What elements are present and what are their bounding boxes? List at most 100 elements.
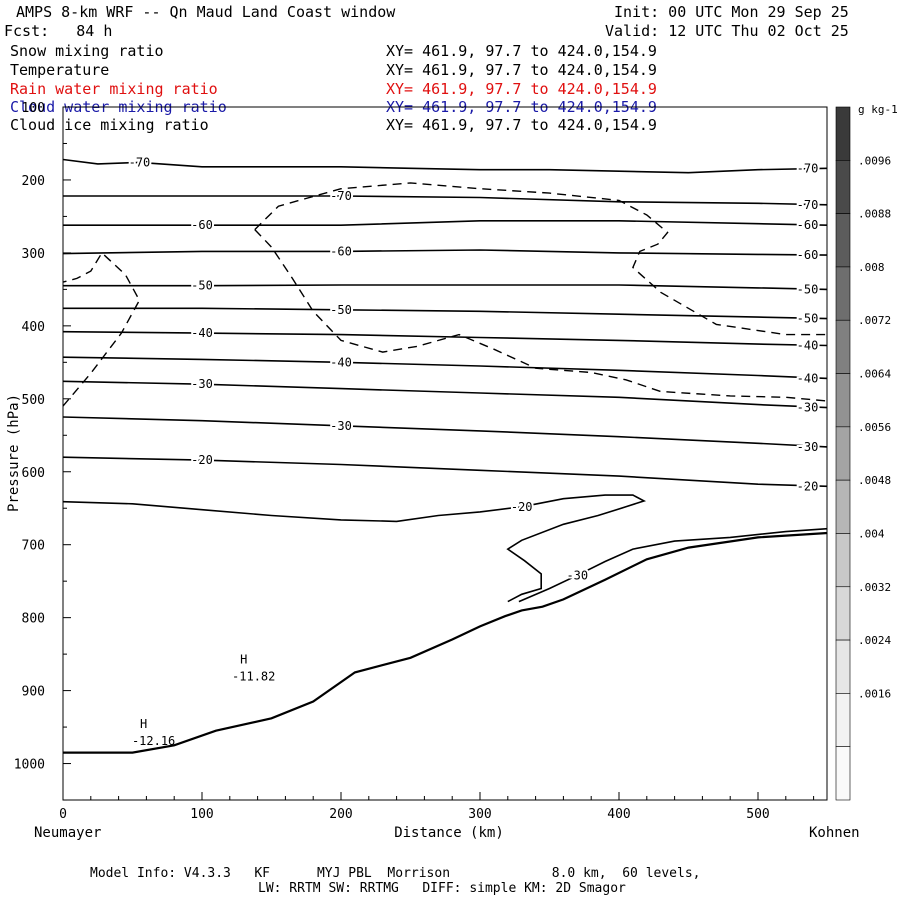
colorbar-swatch [835, 426, 851, 481]
field-name-rain: Rain water mixing ratio [10, 80, 218, 98]
contour-label: -60 [330, 244, 352, 258]
colorbar-swatch [835, 479, 851, 534]
contour-label: -70 [129, 155, 151, 169]
valid-time: Valid: 12 UTC Thu 02 Oct 25 [605, 22, 849, 40]
contour-label-right: -60 [797, 218, 819, 232]
colorbar-level-label: .0096 [858, 154, 891, 167]
y-tick-label: 400 [22, 320, 45, 335]
axes: 0 100 200 300 400 500 100 200 300 400 500 600 700 800… [14, 101, 828, 822]
contour-label-right: -30 [797, 440, 819, 454]
colorbar-swatch [835, 693, 851, 747]
x-axis-label: Distance (km) [394, 825, 504, 841]
x-tick-label: 200 [329, 807, 352, 822]
high-value: -12.16 [132, 734, 175, 748]
colorbar-swatch [835, 373, 851, 428]
field-xy-snow: XY= 461.9, 97.7 to 424.0,154.9 [386, 42, 657, 60]
left-station-label: Neumayer [34, 825, 101, 841]
colorbar-level-label: .004 [858, 527, 885, 540]
contour-label-right: -70 [797, 198, 819, 212]
colorbar-unit: g kg-1 [858, 103, 898, 116]
contour-label: -20 [191, 453, 213, 467]
contour-label: -70 [330, 189, 352, 203]
temperature-contour [62, 494, 647, 603]
field-xy-rain: XY= 461.9, 97.7 to 424.0,154.9 [386, 80, 657, 98]
colorbar-swatch [835, 213, 851, 268]
temperature-contour [62, 456, 828, 488]
snow-contour [254, 182, 828, 336]
init-time: Init: 00 UTC Mon 29 Sep 25 [614, 3, 849, 21]
field-name-snow: Snow mixing ratio [10, 42, 164, 60]
plot-area: -70 -70 -70 -70 -60 -60 -60 -60 -50 -50 -50 -50 -40 -… [62, 153, 828, 754]
contour-label-right: -30 [797, 401, 819, 415]
temperature-contour [62, 158, 828, 174]
colorbar-swatch [835, 639, 851, 694]
high-marker: H [240, 652, 247, 666]
colorbar-swatch [835, 319, 851, 374]
y-tick-label: 1000 [14, 758, 45, 773]
colorbar-swatch [835, 106, 851, 161]
field-name-temperature: Temperature [10, 61, 110, 79]
contour-label: -60 [191, 218, 213, 232]
right-station-label: Kohnen [809, 825, 860, 841]
colorbar-swatch [835, 266, 851, 321]
x-tick-label: 400 [607, 807, 630, 822]
contour-label-right: -60 [797, 248, 819, 262]
colorbar-level-label: .0056 [858, 421, 891, 434]
colorbar-swatch [835, 746, 851, 801]
temperature-contour [63, 307, 828, 320]
colorbar-level-label: .0064 [858, 368, 891, 381]
contour-label: -30 [330, 419, 352, 433]
plot-frame [62, 106, 828, 801]
colorbar-swatch [835, 533, 851, 588]
y-axis-label: Pressure (hPa) [6, 394, 22, 512]
field-name-cloud-ice: Cloud ice mixing ratio [10, 116, 209, 134]
colorbar-level-label: .0032 [858, 581, 891, 594]
contour-label-right: -40 [797, 371, 819, 385]
footer-model-info: Model Info: V4.3.3 KF MYJ PBL Morrison 8… [90, 866, 701, 881]
contour-label: -30 [191, 377, 213, 391]
colorbar-swatch [835, 160, 851, 214]
contour-label: -50 [330, 303, 352, 317]
colorbar-level-label: .0088 [858, 208, 891, 221]
forecast-hour: Fcst: 84 h [4, 22, 113, 40]
x-tick-label: 500 [746, 807, 769, 822]
contour-label: -20 [511, 500, 533, 514]
y-tick-label: 700 [22, 539, 45, 554]
contour-label-right: -50 [797, 282, 819, 296]
temperature-contour [62, 249, 828, 256]
y-tick-label: 500 [22, 393, 45, 408]
snow-contour [254, 229, 828, 402]
colorbar-level-label: .0048 [858, 474, 891, 487]
colorbar-level-label: .008 [858, 261, 885, 274]
contour-label: -30 [566, 568, 588, 582]
temperature-contour [62, 356, 828, 380]
terrain-line [63, 531, 828, 754]
field-xy-cloud-ice: XY= 461.9, 97.7 to 424.0,154.9 [386, 116, 657, 134]
high-marker: H [140, 717, 147, 731]
field-xy-temperature: XY= 461.9, 97.7 to 424.0,154.9 [386, 61, 657, 79]
high-value: -11.82 [232, 669, 275, 683]
colorbar-level-label: .0024 [858, 634, 891, 647]
contour-label-right: -50 [797, 312, 819, 326]
temperature-contour [62, 416, 828, 448]
y-tick-label: 800 [22, 612, 45, 627]
y-tick-label: 100 [22, 101, 45, 116]
contour-label-right: -20 [797, 479, 819, 493]
y-tick-label: 900 [22, 685, 45, 700]
x-tick-label: 300 [468, 807, 491, 822]
temperature-contour [62, 380, 828, 409]
contour-label-right: -40 [797, 339, 819, 353]
colorbar-level-label: .0072 [858, 314, 891, 327]
x-tick-label: 0 [59, 807, 67, 822]
footer-physics-info: LW: RRTM SW: RRTMG DIFF: simple KM: 2D S… [258, 881, 626, 896]
temperature-contour [518, 527, 828, 603]
y-tick-label: 600 [22, 466, 45, 481]
temperature-contour [63, 220, 828, 226]
temperature-contour [62, 330, 828, 347]
temperature-contour [63, 195, 828, 206]
temperature-contour [63, 284, 828, 291]
y-tick-label: 200 [22, 174, 45, 189]
contour-label: -50 [191, 279, 213, 293]
colorbar-level-label: .0016 [858, 687, 891, 700]
